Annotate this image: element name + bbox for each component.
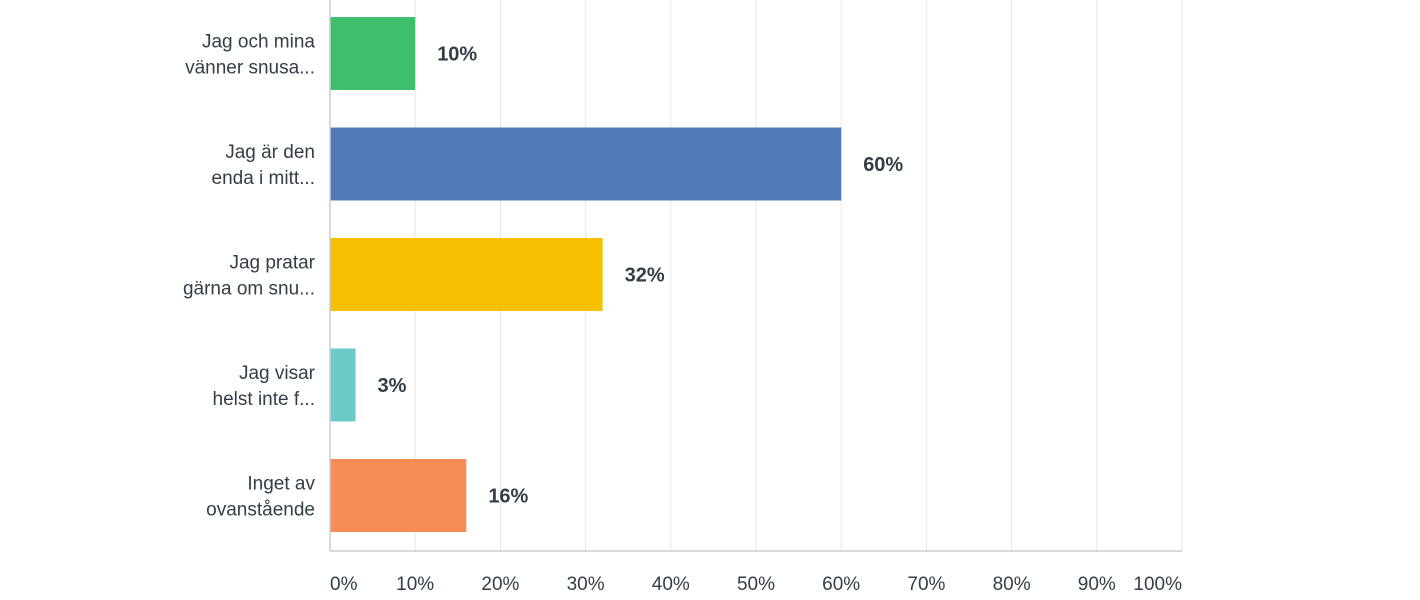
value-label: 32% [625,265,665,287]
x-tick-label: 10% [396,574,434,595]
category-label: Jag pratar [229,253,315,274]
x-tick-label: 40% [652,574,690,595]
bar [330,348,356,422]
bars [330,17,842,532]
x-tick-label: 0% [330,574,358,595]
x-tick-label: 70% [907,574,945,595]
x-tick-label: 50% [737,574,775,595]
bar [330,238,603,311]
x-tick-label: 30% [567,574,605,595]
value-label: 16% [488,486,528,508]
category-label: ovanstående [206,500,315,521]
value-label: 3% [378,375,407,397]
category-label: Inget av [247,474,315,495]
x-tick-label: 80% [993,574,1031,595]
category-label: enda i mitt... [212,168,316,189]
gridlines [414,0,1183,551]
category-label: helst inte f... [213,389,315,410]
x-tick-label: 90% [1078,574,1116,595]
value-label: 60% [863,154,903,176]
x-tick-label: 100% [1133,574,1182,595]
x-tick-label: 20% [481,574,519,595]
bar [330,17,416,90]
category-label: Jag är den [225,142,315,163]
bar [330,127,842,201]
x-tick-label: 60% [822,574,860,595]
axes [329,0,1182,552]
category-label: vänner snusa... [185,58,315,79]
labels: 0% 10% 20% 30% 40% 50% 60% 70% 80% 90% 100% Jag och… [183,32,1182,596]
category-label: Jag och mina [202,32,315,53]
category-label: gärna om snu... [183,279,315,300]
category-label: Jag visar [239,363,316,384]
value-label: 10% [437,44,477,66]
bar [330,459,467,532]
